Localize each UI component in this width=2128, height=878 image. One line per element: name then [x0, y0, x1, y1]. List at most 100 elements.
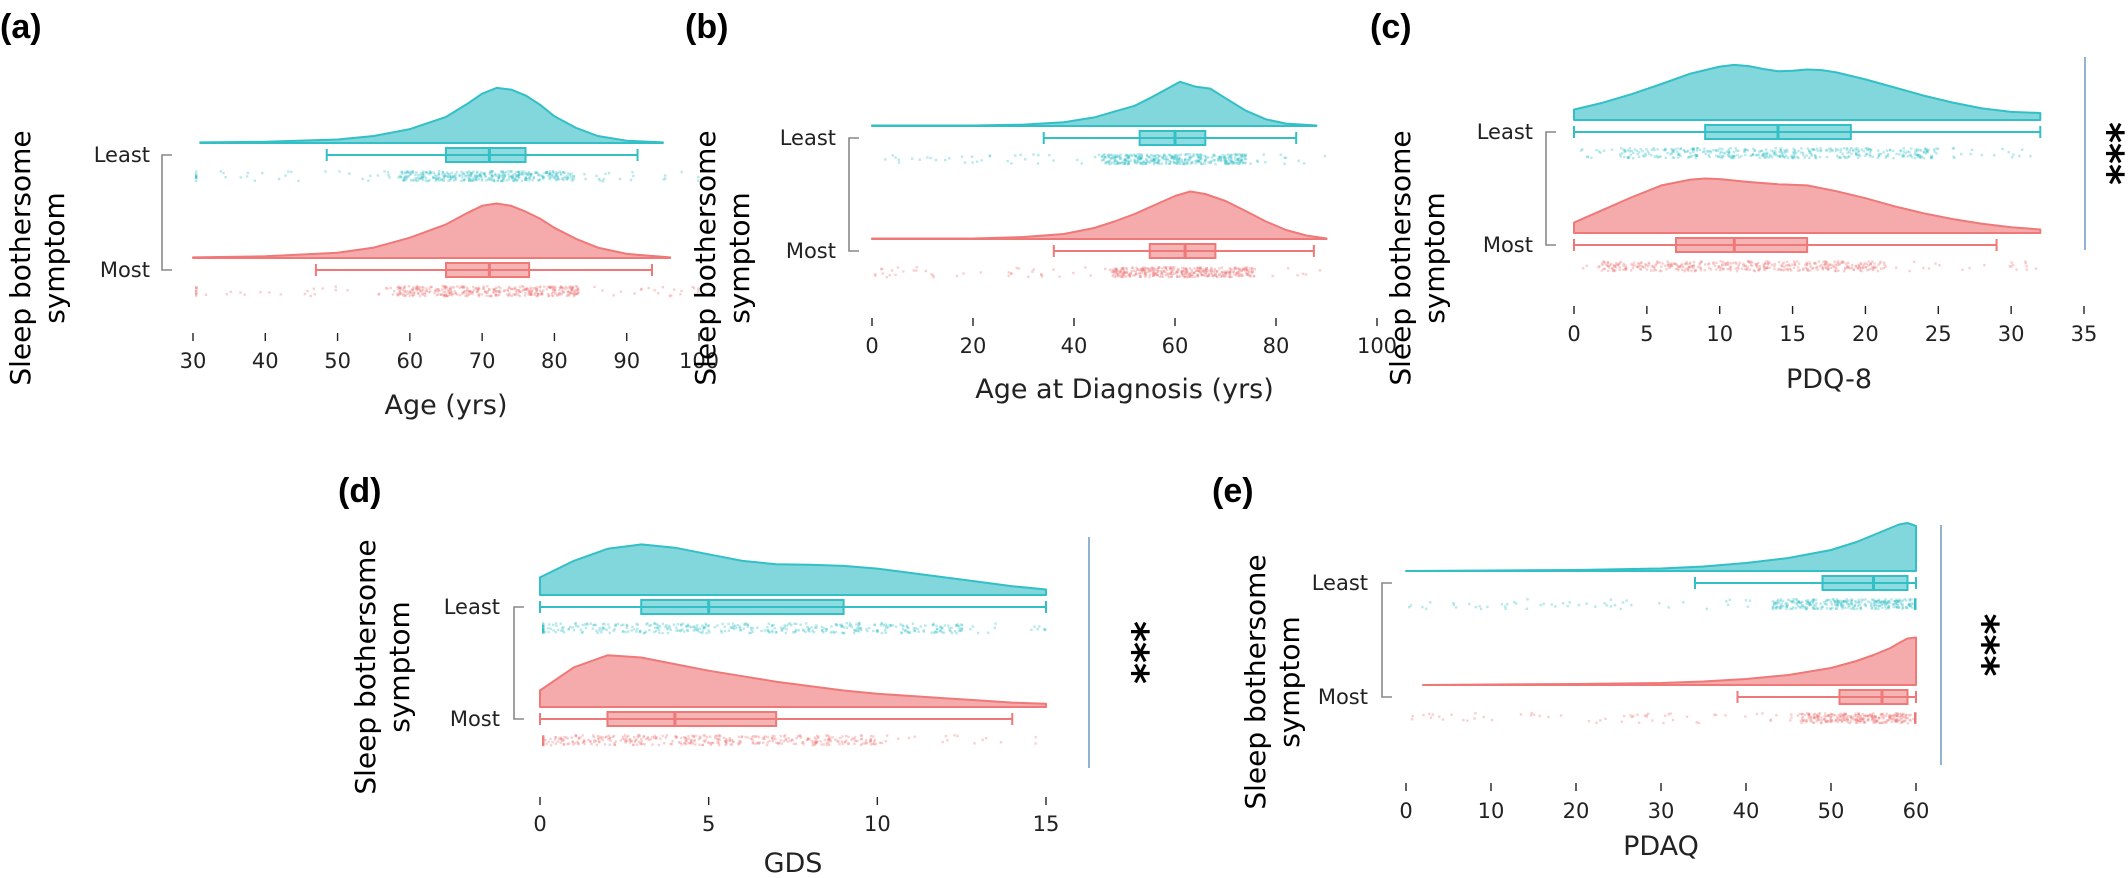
rain-point: [782, 740, 786, 743]
rain-point: [1691, 264, 1694, 268]
rain-point: [1836, 148, 1840, 151]
rain-point: [1647, 262, 1651, 266]
rain-point: [516, 176, 519, 179]
rain-point: [543, 285, 546, 288]
rain-point: [1780, 602, 1783, 605]
rain-point: [508, 293, 511, 297]
rain-point: [855, 623, 858, 626]
rain-point: [754, 742, 757, 746]
rain-point: [1829, 717, 1832, 721]
rain-point: [1673, 148, 1677, 151]
rain-point: [1605, 263, 1608, 267]
rain-point: [1767, 156, 1770, 159]
rain-point: [626, 624, 629, 627]
rain-point: [779, 739, 782, 742]
rain-point: [780, 628, 784, 631]
rain-point: [461, 176, 464, 179]
rain-point: [1919, 154, 1922, 158]
rain-point: [704, 622, 707, 625]
rain-point: [1884, 156, 1887, 159]
rain-point: [1183, 161, 1186, 164]
rain-point: [1881, 600, 1884, 603]
rain-point: [489, 294, 493, 298]
rain-point: [491, 170, 495, 173]
rain-point: [1845, 598, 1848, 601]
rain-point: [1842, 714, 1845, 717]
rain-point: [1811, 267, 1814, 270]
rain-point: [1897, 719, 1900, 722]
rain-point: [1793, 152, 1796, 155]
rain-point: [574, 622, 577, 626]
rain-point: [1766, 151, 1769, 154]
rain-point: [1914, 603, 1917, 607]
rain-point: [1895, 606, 1899, 609]
rain-point: [647, 286, 650, 290]
rain-point: [841, 632, 845, 635]
rain-point: [465, 292, 468, 295]
rain-point: [1183, 269, 1186, 272]
rain-point: [1785, 154, 1788, 157]
rain-point: [2021, 148, 2024, 151]
rain-point: [1869, 155, 1872, 158]
rain-point: [542, 738, 545, 741]
rain-point: [701, 627, 705, 630]
rain-point: [1877, 149, 1880, 152]
rain-point: [1890, 714, 1893, 717]
rain-point: [1684, 262, 1688, 265]
rain-point: [684, 625, 688, 628]
rain-point: [622, 630, 625, 633]
rain-point: [873, 623, 877, 627]
rain-point: [1159, 270, 1162, 273]
rain-point: [540, 293, 544, 296]
rain-point: [524, 288, 527, 292]
rain-point: [1914, 604, 1917, 607]
rain-point: [1734, 261, 1737, 264]
rain-point: [1147, 155, 1150, 159]
rain-point: [556, 740, 559, 743]
rain-point: [822, 631, 825, 634]
rain-point: [1869, 263, 1872, 266]
rain-point: [1820, 605, 1823, 608]
rain-point: [1652, 269, 1655, 272]
rain-point: [562, 171, 565, 174]
rain-point: [777, 742, 780, 745]
rain-point: [1709, 151, 1713, 154]
rain-point: [1234, 266, 1237, 270]
rain-point: [2010, 261, 2013, 264]
rain-point: [1914, 600, 1917, 603]
rain-point: [752, 735, 755, 738]
rain-point: [416, 286, 419, 289]
rain-point: [542, 743, 545, 746]
rain-point: [1635, 149, 1639, 152]
rain-point: [1850, 600, 1854, 603]
rain-point: [399, 175, 403, 178]
rain-point: [1790, 601, 1793, 604]
rain-point: [1867, 148, 1871, 151]
rain-point: [1112, 156, 1115, 159]
rain-point: [1122, 270, 1126, 273]
rain-point: [1857, 712, 1860, 715]
rain-point: [1892, 605, 1895, 609]
rain-point: [794, 742, 798, 745]
rain-point: [813, 626, 817, 629]
rain-point: [1810, 153, 1813, 156]
rain-point: [1961, 268, 1964, 271]
rain-point: [1264, 161, 1267, 164]
rain-point: [569, 292, 572, 295]
rain-point: [1124, 271, 1127, 274]
rain-point: [1809, 151, 1812, 154]
rain-point: [1227, 162, 1231, 165]
rain-point: [1115, 270, 1119, 273]
rain-point: [550, 286, 553, 289]
rain-point: [1287, 267, 1290, 270]
rain-point: [1173, 161, 1176, 164]
rain-point: [1685, 262, 1689, 266]
rain-point: [1815, 602, 1818, 605]
rain-point: [1813, 716, 1816, 719]
rain-point: [698, 630, 701, 634]
rain-point: [1890, 717, 1893, 720]
rain-point: [748, 631, 751, 635]
rain-point: [1690, 148, 1693, 151]
rain-point: [1816, 268, 1819, 271]
rain-point: [2007, 151, 2010, 154]
